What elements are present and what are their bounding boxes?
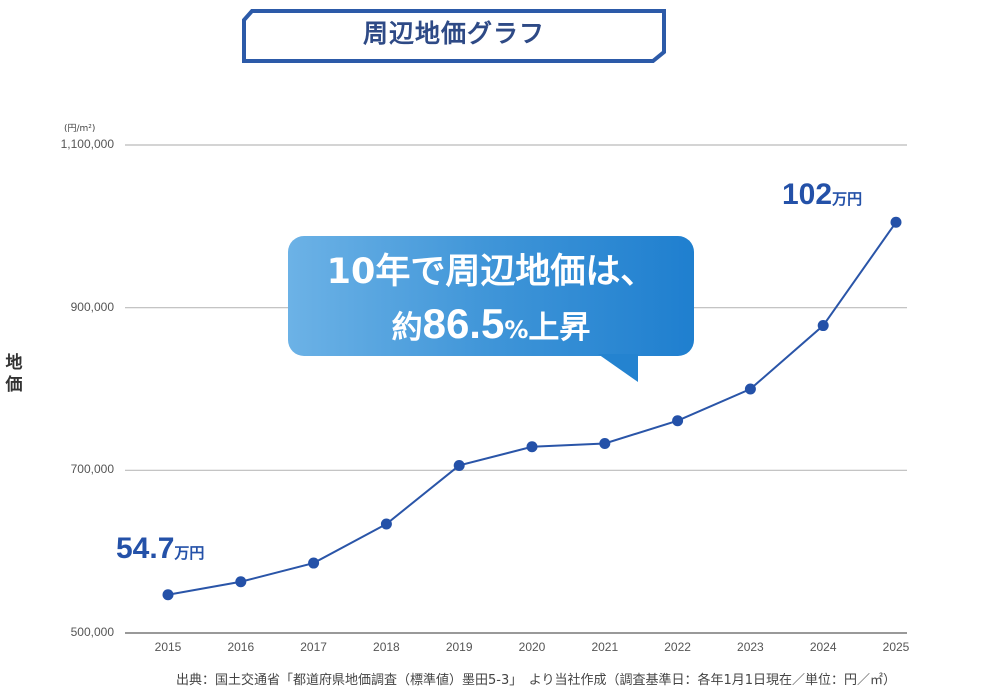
data-point-marker xyxy=(744,383,756,395)
x-tick-label: 2015 xyxy=(154,640,182,654)
x-tick-label: 2016 xyxy=(227,640,255,654)
x-tick-label: 2021 xyxy=(591,640,619,654)
callout-suffix: 上昇 xyxy=(528,310,591,346)
y-tick-label: 1,100,000 xyxy=(60,137,114,151)
x-tick-label: 2020 xyxy=(518,640,546,654)
x-tick-label: 2024 xyxy=(809,640,837,654)
chart-title-box: 周辺地価グラフ xyxy=(240,8,668,64)
callout-bubble xyxy=(288,236,694,356)
callout-percent-sign: % xyxy=(504,316,529,344)
callout-percent-value: 86.5 xyxy=(422,300,505,347)
callout-line1: 10年で周辺地価は、 xyxy=(326,252,656,292)
y-tick-label: 900,000 xyxy=(70,299,114,314)
y-axis-label: 地価 xyxy=(2,352,26,396)
x-tick-label: 2023 xyxy=(737,640,764,654)
callout-prefix: 約 xyxy=(391,310,423,346)
callout-tail xyxy=(598,354,638,382)
x-tick-label: 2022 xyxy=(664,640,691,654)
y-tick-label: 500,000 xyxy=(70,625,114,639)
data-point-marker xyxy=(890,216,902,228)
data-point-marker xyxy=(380,518,392,530)
start-value-annotation: 54.7万円 xyxy=(116,532,204,566)
y-tick-label: 700,000 xyxy=(70,462,114,477)
chart-title: 周辺地価グラフ xyxy=(362,19,545,48)
data-point-marker xyxy=(599,437,611,449)
callout-line2: 約86.5%上昇 xyxy=(288,302,694,355)
x-tick-label: 2025 xyxy=(882,640,910,654)
x-tick-label: 2019 xyxy=(445,640,473,654)
data-point-marker xyxy=(672,415,684,427)
x-tick-label: 2017 xyxy=(300,640,327,654)
data-point-marker xyxy=(235,576,247,588)
data-point-marker xyxy=(162,589,174,601)
end-value-annotation: 102万円 xyxy=(782,178,862,212)
source-note: 出典：国土交通省「都道府県地価調査（標準値）墨田5-3」 より当社作成（調査基準… xyxy=(176,673,897,688)
y-axis-unit: (円/m²) xyxy=(64,124,96,134)
start-unit: 万円 xyxy=(174,544,205,562)
data-point-marker xyxy=(308,557,320,569)
data-point-marker xyxy=(526,441,538,453)
y-axis-label-text: 地価 xyxy=(5,353,23,395)
end-value: 102 xyxy=(782,178,833,211)
start-value: 54.7 xyxy=(116,532,175,565)
end-unit: 万円 xyxy=(832,190,863,208)
title-frame xyxy=(242,9,666,63)
x-tick-label: 2018 xyxy=(373,640,400,654)
data-point-marker xyxy=(817,320,829,332)
data-point-marker xyxy=(453,459,465,471)
